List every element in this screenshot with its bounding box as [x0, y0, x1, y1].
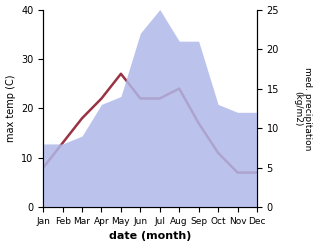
- X-axis label: date (month): date (month): [109, 231, 191, 242]
- Y-axis label: max temp (C): max temp (C): [5, 75, 16, 142]
- Y-axis label: med. precipitation
(kg/m2): med. precipitation (kg/m2): [293, 67, 313, 150]
